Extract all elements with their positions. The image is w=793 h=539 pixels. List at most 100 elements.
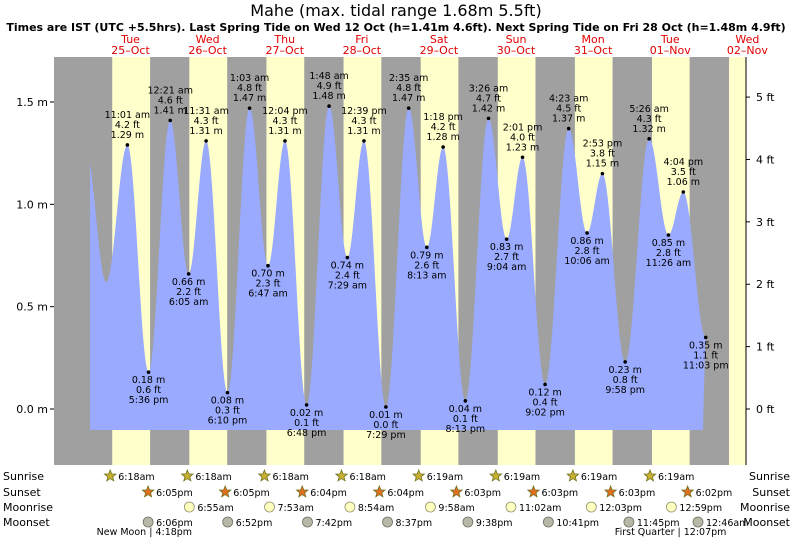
tide-label: 1:03 am bbox=[230, 73, 269, 84]
row-label-right: Moonrise bbox=[740, 501, 790, 514]
moonset-time: 6:06pm bbox=[156, 518, 193, 529]
moonset-icon bbox=[142, 516, 154, 528]
tide-label: 0.0 ft bbox=[373, 420, 398, 431]
tide-label: 0.74 m bbox=[331, 261, 364, 272]
date-label: 01–Nov bbox=[650, 44, 691, 57]
tide-label: 4:23 am bbox=[549, 94, 588, 105]
day-of-week-label: Sat bbox=[430, 33, 449, 46]
right-tick-label: 1 ft bbox=[756, 341, 775, 354]
day-of-week-label: Wed bbox=[196, 33, 220, 46]
left-tick-label: 1.0 m bbox=[16, 198, 48, 211]
tide-label: 0.79 m bbox=[410, 250, 443, 261]
tide-label: 4.8 ft bbox=[237, 83, 262, 94]
sunrise-star-icon bbox=[103, 468, 117, 482]
sunrise-star-icon bbox=[566, 468, 580, 482]
tide-label: 2.2 ft bbox=[176, 287, 201, 298]
day-of-week-label: Tue bbox=[120, 33, 140, 46]
day-labels: Tue25–OctWed26–OctThu27–OctFri28–OctSat2… bbox=[111, 33, 768, 57]
moonrise-icon bbox=[264, 501, 275, 513]
tide-label: 12:21 am bbox=[147, 85, 192, 96]
chart-subtitle: Times are IST (UTC +5.5hrs). Last Spring… bbox=[6, 21, 785, 34]
tide-point bbox=[406, 106, 411, 110]
moonrise-time: 12:59pm bbox=[679, 503, 722, 514]
tide-area bbox=[90, 106, 706, 430]
sunrise-star-icon bbox=[643, 468, 657, 482]
tide-point bbox=[486, 116, 491, 121]
tide-point bbox=[504, 237, 509, 241]
tide-label: 0.70 m bbox=[251, 269, 284, 280]
tide-label: 5:26 am bbox=[629, 104, 668, 115]
tide-point bbox=[647, 137, 651, 141]
tide-label: 0.04 m bbox=[449, 404, 482, 415]
tide-point bbox=[125, 143, 130, 147]
moonrise-time: 6:55am bbox=[197, 503, 233, 514]
left-tick-label: 1.5 m bbox=[16, 96, 48, 109]
moonrise-time: 8:54am bbox=[358, 503, 394, 514]
tide-label: 0.85 m bbox=[652, 238, 685, 249]
date-label: 28–Oct bbox=[343, 44, 382, 57]
sunrise-time: 6:18am bbox=[195, 472, 231, 483]
tide-point bbox=[543, 382, 547, 387]
moonset-time: 11:45pm bbox=[637, 518, 680, 529]
sunset-time: 6:04pm bbox=[310, 488, 347, 499]
sunset-time: 6:02pm bbox=[696, 488, 733, 499]
sunrise-star-icon bbox=[257, 468, 272, 482]
tide-label: 0.83 m bbox=[490, 242, 523, 253]
tide-label: 0.8 ft bbox=[613, 375, 638, 386]
tide-label: 6:05 am bbox=[169, 297, 208, 308]
sunset-star-icon bbox=[603, 484, 618, 498]
sunset-time: 6:04pm bbox=[387, 488, 424, 499]
tide-label: 1:48 am bbox=[309, 71, 348, 82]
moonset-icon bbox=[302, 516, 313, 528]
tide-label: 5:36 pm bbox=[129, 395, 169, 406]
tide-label: 0.18 m bbox=[132, 375, 165, 386]
tide-label: 2.4 ft bbox=[335, 271, 360, 282]
sunrise-time: 6:18am bbox=[118, 472, 154, 483]
tide-label: 0.1 ft bbox=[294, 418, 319, 429]
tide-label: 6:10 pm bbox=[208, 416, 248, 427]
sunrise-time: 6:18am bbox=[350, 472, 386, 483]
tide-label: 1.23 m bbox=[506, 142, 539, 153]
tide-label: 9:58 pm bbox=[605, 385, 645, 396]
tide-label: 4.8 ft bbox=[396, 83, 421, 94]
tide-label: 1.1 ft bbox=[693, 350, 718, 361]
tide-point bbox=[666, 233, 671, 237]
tide-label: 11:31 am bbox=[183, 106, 228, 117]
tide-point bbox=[441, 145, 445, 149]
tide-label: 2:01 pm bbox=[503, 122, 543, 133]
tide-label: 11:26 am bbox=[646, 258, 691, 269]
sunset-time: 6:05pm bbox=[233, 488, 270, 499]
row-label-left: Sunset bbox=[3, 486, 41, 499]
tide-point bbox=[204, 139, 208, 143]
sunset-time: 6:05pm bbox=[156, 488, 193, 499]
tide-point bbox=[703, 335, 708, 340]
tide-label: 3:26 am bbox=[469, 83, 508, 94]
tide-label: 4.7 ft bbox=[476, 93, 501, 104]
sunset-star-icon bbox=[372, 484, 387, 498]
moonset-icon bbox=[462, 516, 474, 528]
tide-label: 7:29 am bbox=[328, 281, 367, 292]
tide-label: 4.2 ft bbox=[115, 120, 140, 131]
header: Mahe (max. tidal range 1.68m 5.5ft) Time… bbox=[6, 1, 785, 34]
moonset-icon bbox=[222, 516, 234, 528]
tide-point bbox=[304, 403, 309, 407]
tide-label: 1.48 m bbox=[312, 91, 345, 102]
tide-label: 1.31 m bbox=[268, 126, 301, 137]
sunrise-time: 6:18am bbox=[272, 472, 308, 483]
tide-label: 2:35 am bbox=[389, 73, 428, 84]
tide-point bbox=[168, 118, 173, 123]
tide-label: 11:01 am bbox=[105, 110, 150, 121]
tide-label: 0.08 m bbox=[211, 396, 244, 407]
tide-label: 1.41 m bbox=[154, 105, 187, 116]
sunset-time: 6:03pm bbox=[619, 488, 656, 499]
moonrise-icon bbox=[666, 501, 677, 513]
row-label-left: Moonrise bbox=[3, 501, 53, 514]
tide-point bbox=[520, 155, 525, 160]
tide-label: 4.5 ft bbox=[556, 104, 581, 115]
sunrise-time: 6:19am bbox=[427, 472, 463, 483]
tide-label: 0.23 m bbox=[608, 365, 641, 376]
tide-label: 0.4 ft bbox=[533, 397, 558, 408]
sunset-star-icon bbox=[449, 484, 464, 498]
tide-label: 4:04 pm bbox=[663, 157, 703, 168]
tide-label: 1.42 m bbox=[472, 103, 505, 114]
